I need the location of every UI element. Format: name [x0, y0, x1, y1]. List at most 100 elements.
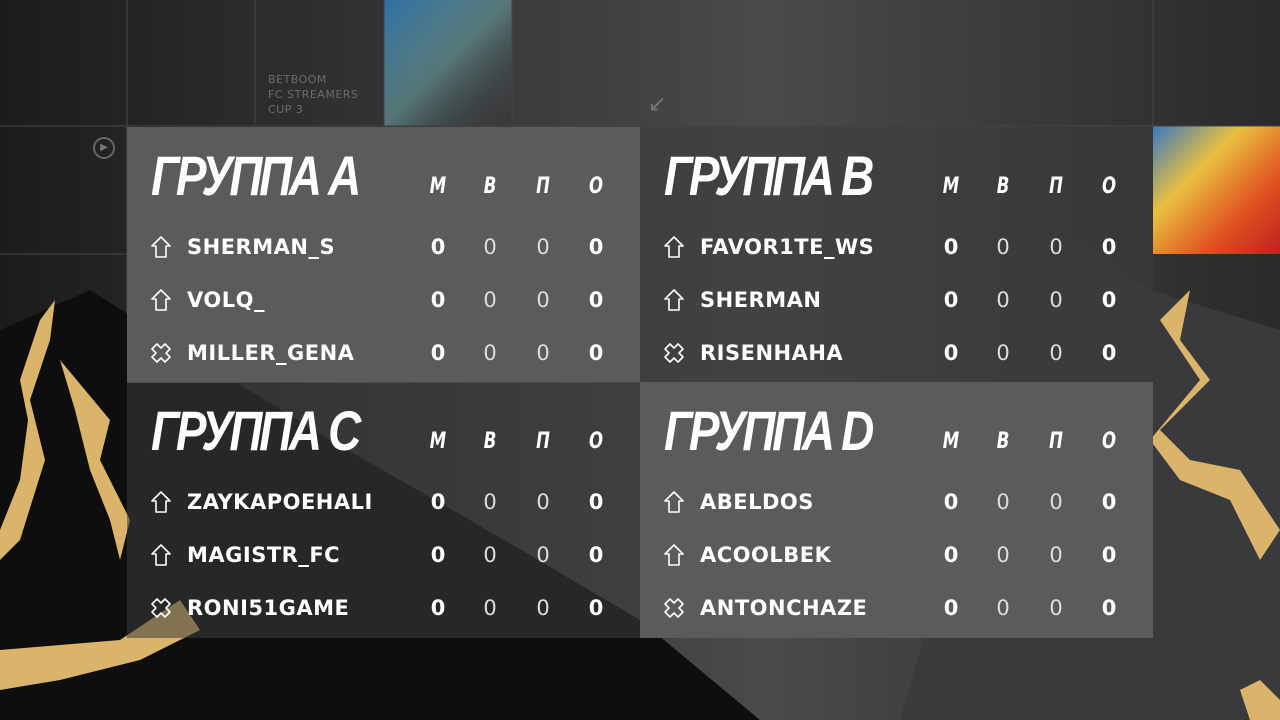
- player-row: RONI51GAME 0 0 0 0: [127, 588, 640, 628]
- player-row: SHERMAN_S 0 0 0 0: [127, 227, 640, 267]
- arrow-up-icon: [149, 235, 173, 259]
- stat-value: 0: [483, 341, 497, 365]
- stat-value: 0: [996, 596, 1010, 620]
- cross-icon: [662, 341, 686, 365]
- arrow-up-icon: [149, 490, 173, 514]
- column-header: В: [483, 429, 497, 454]
- stat-value: 0: [483, 596, 497, 620]
- stat-value: 0: [1101, 490, 1117, 514]
- stat-value: 0: [430, 596, 446, 620]
- stat-value: 0: [996, 341, 1010, 365]
- column-header: О: [588, 429, 604, 454]
- group-title: ГРУППА A: [151, 144, 361, 207]
- group-panel: ГРУППА C М В П О ZAYKAPOEHALI 0 0 0 0 MAGISTR_FC 0 0…: [127, 382, 640, 638]
- column-header: П: [536, 429, 550, 454]
- stat-value: 0: [483, 288, 497, 312]
- brand-line: BETBOOM: [268, 73, 327, 86]
- cross-icon: [149, 596, 173, 620]
- stat-value: 0: [536, 543, 550, 567]
- group-title: ГРУППА B: [664, 144, 874, 207]
- group-panel: ГРУППА A М В П О SHERMAN_S 0 0 0 0 VOLQ_ 0 0 0 0 MILLER…: [127, 127, 640, 383]
- column-header: П: [1049, 174, 1063, 199]
- stat-value: 0: [430, 341, 446, 365]
- player-name: ACOOLBEK: [700, 543, 832, 567]
- column-header: М: [429, 429, 447, 454]
- stat-value: 0: [430, 235, 446, 259]
- stat-value: 0: [588, 596, 604, 620]
- stat-value: 0: [1049, 235, 1063, 259]
- stat-value: 0: [1049, 490, 1063, 514]
- column-header: П: [536, 174, 550, 199]
- column-header: В: [996, 174, 1010, 199]
- player-name: SHERMAN_S: [187, 235, 336, 259]
- stat-value: 0: [996, 543, 1010, 567]
- column-header: М: [429, 174, 447, 199]
- stat-value: 0: [1049, 543, 1063, 567]
- arrow-up-icon: [149, 543, 173, 567]
- column-header: В: [996, 429, 1010, 454]
- event-logo-text: BETBOOM FC STREAMERS CUP 3: [268, 72, 358, 117]
- stat-value: 0: [588, 341, 604, 365]
- stat-value: 0: [996, 490, 1010, 514]
- stat-value: 0: [943, 288, 959, 312]
- cross-icon: [662, 596, 686, 620]
- column-header: М: [942, 429, 960, 454]
- player-row: ANTONCHAZE 0 0 0 0: [640, 588, 1153, 628]
- arrow-up-icon: [662, 288, 686, 312]
- stat-value: 0: [588, 490, 604, 514]
- player-row: VOLQ_ 0 0 0 0: [127, 280, 640, 320]
- player-name: ZAYKAPOEHALI: [187, 490, 373, 514]
- arrow-up-icon: [662, 490, 686, 514]
- player-row: RISENHAHA 0 0 0 0: [640, 333, 1153, 373]
- brand-line: FC STREAMERS: [268, 88, 359, 101]
- arrow-up-icon: [662, 235, 686, 259]
- player-name: MAGISTR_FC: [187, 543, 341, 567]
- group-title: ГРУППА C: [151, 399, 361, 462]
- stat-value: 0: [1049, 341, 1063, 365]
- column-header: В: [483, 174, 497, 199]
- stat-value: 0: [943, 235, 959, 259]
- player-row: ZAYKAPOEHALI 0 0 0 0: [127, 482, 640, 522]
- stat-value: 0: [430, 288, 446, 312]
- player-row: SHERMAN 0 0 0 0: [640, 280, 1153, 320]
- player-row: FAVOR1TE_WS 0 0 0 0: [640, 227, 1153, 267]
- column-header: О: [588, 174, 604, 199]
- player-name: RISENHAHA: [700, 341, 844, 365]
- stat-value: 0: [588, 235, 604, 259]
- stat-value: 0: [943, 341, 959, 365]
- stat-value: 0: [1101, 596, 1117, 620]
- arrow-down-left-icon: ↙: [648, 92, 667, 117]
- group-title: ГРУППА D: [664, 399, 874, 462]
- player-name: SHERMAN: [700, 288, 822, 312]
- stat-value: 0: [536, 235, 550, 259]
- player-row: ABELDOS 0 0 0 0: [640, 482, 1153, 522]
- stat-value: 0: [943, 543, 959, 567]
- stat-value: 0: [1101, 543, 1117, 567]
- stat-value: 0: [996, 288, 1010, 312]
- stat-value: 0: [1049, 596, 1063, 620]
- player-row: ACOOLBEK 0 0 0 0: [640, 535, 1153, 575]
- stat-value: 0: [1049, 288, 1063, 312]
- stat-value: 0: [1101, 288, 1117, 312]
- column-header: П: [1049, 429, 1063, 454]
- column-header: О: [1101, 174, 1117, 199]
- player-name: VOLQ_: [187, 288, 265, 312]
- player-name: FAVOR1TE_WS: [700, 235, 875, 259]
- stat-value: 0: [1101, 341, 1117, 365]
- stat-value: 0: [588, 288, 604, 312]
- player-name: ANTONCHAZE: [700, 596, 868, 620]
- stat-value: 0: [943, 490, 959, 514]
- stat-value: 0: [430, 543, 446, 567]
- brand-line: CUP 3: [268, 103, 304, 116]
- player-row: MILLER_GENA 0 0 0 0: [127, 333, 640, 373]
- stat-value: 0: [483, 490, 497, 514]
- stat-value: 0: [536, 341, 550, 365]
- stat-value: 0: [483, 235, 497, 259]
- column-header: М: [942, 174, 960, 199]
- player-name: ABELDOS: [700, 490, 814, 514]
- cross-icon: [149, 341, 173, 365]
- stat-value: 0: [1101, 235, 1117, 259]
- stat-value: 0: [536, 490, 550, 514]
- stat-value: 0: [996, 235, 1010, 259]
- stat-value: 0: [483, 543, 497, 567]
